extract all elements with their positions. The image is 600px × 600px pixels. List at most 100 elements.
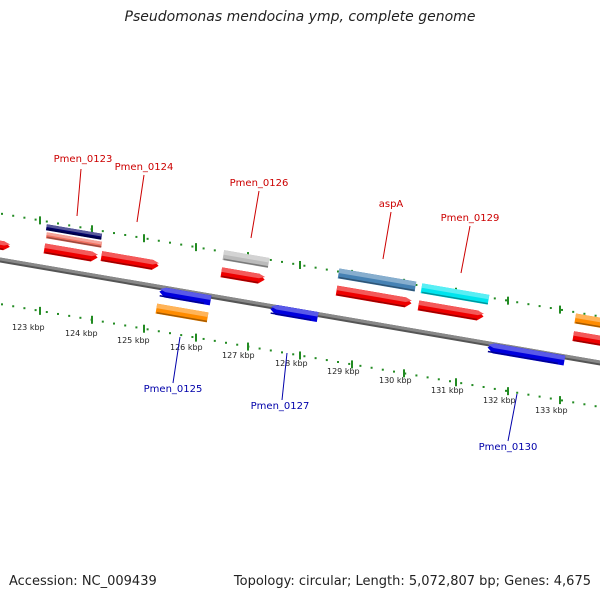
lower-scale-tick-dot [68, 314, 71, 317]
lower-scale-tick-dot [258, 347, 261, 350]
function-bar-orange-edge-shadow [575, 321, 600, 329]
upper-scale-tick-dot [303, 264, 306, 267]
scale-label: 126 kbp [170, 343, 203, 352]
gene-arrow-pmen-0126-shadow [221, 275, 259, 284]
lower-scale-tick-dot [527, 393, 530, 396]
function-bar-orange-edge[interactable] [574, 313, 600, 329]
function-bar-orange[interactable] [155, 303, 209, 323]
lower-scale-tick-dot [23, 307, 26, 310]
lower-scale-tick-dot [460, 382, 463, 385]
lower-scale-tick-dot [45, 311, 48, 314]
gene-label[interactable]: Pmen_0125 [144, 384, 203, 395]
function-bar-navy-shadow [46, 228, 102, 240]
gene-arrow-pmen-0129[interactable] [417, 300, 485, 321]
lower-scale-tick-dot [79, 316, 82, 319]
gene-label[interactable]: aspA [379, 199, 404, 210]
lower-scale-tick-dot [437, 378, 440, 381]
gene-label[interactable]: Pmen_0129 [441, 213, 500, 224]
gene-arrow-aspa-shadow [336, 293, 405, 308]
upper-scale-tick-dot [538, 305, 541, 308]
upper-scale-tick-dot [325, 268, 328, 271]
function-bar-salmon[interactable] [45, 232, 103, 248]
function-bar-cyan-shadow [421, 291, 488, 305]
upper-scale-tick-dot [12, 214, 15, 217]
upper-scale-tick-dot [157, 239, 160, 242]
gene-label-leader [507, 393, 518, 442]
upper-scale-tick-dot [561, 308, 563, 311]
upper-scale-tick-dot [213, 249, 216, 252]
upper-scale-tick-dot [169, 241, 171, 244]
gene-arrow-right-edge[interactable] [572, 331, 600, 347]
upper-scale-tick-dot [68, 224, 71, 227]
lower-scale-tick-dot [57, 312, 59, 315]
lower-scale-tick-dot [393, 370, 395, 373]
upper-scale-tick-dot [101, 230, 104, 233]
scale-label: 132 kbp [483, 396, 516, 405]
gene-label[interactable]: Pmen_0127 [251, 401, 310, 412]
gene-label[interactable]: Pmen_0130 [479, 442, 538, 453]
lower-scale-tick-dot [370, 366, 373, 369]
function-bar-steelblue-highlight [338, 268, 417, 287]
lower-scale-tick-dot [180, 334, 183, 337]
lower-scale-tick-dot [281, 351, 283, 354]
gene-arrow-pmen-0130[interactable] [487, 342, 566, 366]
lower-scale-tick-dot [449, 380, 451, 383]
gene-label[interactable]: Pmen_0123 [54, 154, 113, 165]
gene-arrow-pmen-0130-highlight [488, 343, 566, 361]
upper-scale-tick-dot [269, 258, 272, 261]
lower-scale-tick-dot [516, 391, 519, 394]
function-bar-steelblue-shadow [338, 276, 415, 292]
lower-scale-tick-dot [113, 322, 115, 325]
gene-arrow-pmen-0127[interactable] [270, 304, 319, 322]
accession-label: Accession: NC_009439 [9, 574, 157, 589]
gene-arrow-pmen-0124-shadow [101, 259, 153, 270]
lower-scale-tick-dot [594, 405, 597, 408]
upper-scale-tick-dot [516, 301, 519, 304]
gene-label-leader [76, 168, 82, 217]
upper-scale-tick-dot [113, 232, 115, 235]
upper-scale-tick-dot [314, 266, 317, 269]
gene-arrow-aspa[interactable] [335, 285, 413, 309]
upper-scale-tick-dot [124, 233, 127, 236]
lower-scale-tick-dot [303, 355, 306, 358]
lower-scale-tick-dot [583, 403, 586, 406]
function-bar-orange-highlight [156, 303, 209, 317]
lower-scale-tick-dot [225, 341, 227, 344]
function-bar-grey[interactable] [222, 250, 270, 268]
gene-arrow-pmen-0123-highlight [44, 243, 99, 257]
upper-scale-tick-dot [594, 314, 597, 317]
lower-scale-tick-dot [202, 337, 205, 340]
genome-summary: Topology: circular; Length: 5,072,807 bp… [233, 574, 591, 589]
lower-scale-tick-dot [124, 324, 127, 327]
scale-label: 123 kbp [12, 323, 45, 332]
lower-scale-tick-dot [135, 326, 138, 329]
gene-arrow-left-edge[interactable] [0, 238, 11, 252]
gene-label[interactable]: Pmen_0124 [115, 162, 174, 173]
scale-label: 130 kbp [379, 376, 412, 385]
scale-label: 127 kbp [222, 351, 255, 360]
function-bar-grey-highlight [223, 250, 270, 263]
gene-label-leader [281, 352, 288, 401]
lower-scale-tick-dot [415, 374, 418, 377]
gene-arrow-pmen-0124-highlight [101, 251, 160, 265]
upper-scale-tick-dot [23, 216, 26, 219]
function-bar-salmon-highlight [46, 232, 103, 245]
function-bar-orange-shadow [156, 311, 208, 323]
function-bar-cyan[interactable] [420, 283, 490, 305]
function-bar-navy[interactable] [45, 224, 103, 240]
gene-arrow-pmen-0124[interactable] [100, 251, 160, 271]
gene-arrow-pmen-0125-shadow [159, 294, 205, 305]
gene-arrow-pmen-0123[interactable] [43, 243, 99, 263]
upper-scale-tick-dot [493, 297, 496, 300]
gene-label[interactable]: Pmen_0126 [230, 178, 289, 189]
gene-arrow-pmen-0125[interactable] [159, 287, 212, 306]
lower-scale-tick-dot [169, 332, 171, 335]
gene-arrow-pmen-0126-highlight [221, 267, 266, 279]
function-bar-grey-shadow [223, 258, 269, 268]
gene-arrow-right-edge-shadow [573, 339, 600, 346]
lower-scale-tick-dot [381, 368, 384, 371]
function-bar-steelblue[interactable] [337, 268, 417, 292]
gene-arrow-pmen-0126[interactable] [220, 267, 266, 284]
upper-scale-tick-dot [281, 260, 283, 263]
